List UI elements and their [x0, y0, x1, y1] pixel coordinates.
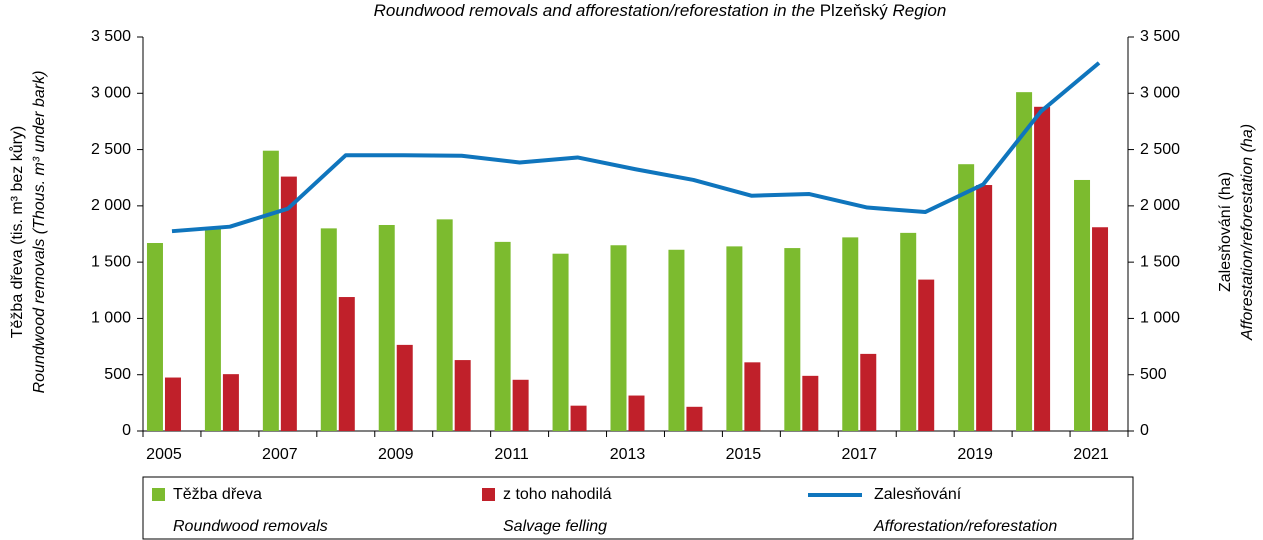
title-part: Region: [892, 1, 946, 20]
bar: [1092, 227, 1109, 431]
bar: [494, 241, 511, 431]
bar: [900, 232, 917, 431]
y-tick-label: 2 500: [91, 141, 131, 158]
legend-label: Salvage felling: [503, 518, 607, 535]
x-tick-label: 2015: [726, 446, 762, 463]
x-tick-label: 2005: [146, 446, 182, 463]
y2-axis-label: Afforestation/reforestation (ha): [1239, 124, 1256, 341]
bar: [570, 405, 587, 431]
y2-axis-label: Zalesňování (ha): [1217, 172, 1234, 292]
bar: [918, 279, 935, 431]
bar: [1034, 106, 1051, 432]
bar: [454, 360, 471, 431]
y2-tick-label: 2 000: [1140, 197, 1180, 214]
x-tick-label: 2011: [494, 446, 529, 463]
bar: [668, 249, 685, 431]
bar: [744, 362, 761, 431]
y2-tick-label: 500: [1140, 366, 1167, 383]
legend-swatch: [482, 488, 495, 501]
bar: [726, 246, 743, 431]
bar: [860, 353, 877, 431]
bar: [1074, 179, 1091, 431]
bar: [378, 224, 395, 431]
y2-tick-label: 1 500: [1140, 253, 1180, 270]
bar: [396, 344, 413, 431]
bar: [802, 375, 819, 431]
bar: [204, 228, 221, 431]
bar: [320, 228, 337, 431]
title-part: Plzeňský: [820, 1, 889, 20]
chart-title: Roundwood removals and afforestation/ref…: [374, 1, 947, 20]
x-tick-label: 2007: [262, 446, 298, 463]
legend-label: Afforestation/reforestation: [873, 518, 1057, 535]
bar: [262, 150, 279, 431]
bar: [610, 245, 627, 431]
y-tick-label: 3 000: [91, 85, 131, 102]
bar: [436, 219, 453, 431]
legend-box: [142, 476, 1134, 540]
bar: [628, 395, 645, 431]
x-tick-label: 2013: [610, 446, 646, 463]
y-axis-label: Roundwood removals (Thous. m³ under bark…: [31, 71, 48, 394]
y-tick-label: 1 000: [91, 310, 131, 327]
bar: [784, 248, 801, 431]
bar: [280, 176, 297, 431]
y2-tick-label: 1 000: [1140, 310, 1180, 327]
y2-tick-label: 3 000: [1140, 85, 1180, 102]
x-tick-label: 2019: [957, 446, 993, 463]
legend-swatch: [152, 488, 165, 501]
y2-tick-label: 2 500: [1140, 141, 1180, 158]
bar: [958, 164, 975, 431]
legend-label: Těžba dřeva: [173, 486, 262, 503]
x-tick-label: 2009: [378, 446, 414, 463]
bar: [842, 237, 859, 431]
bar: [976, 185, 993, 431]
x-tick-label: 2021: [1073, 446, 1109, 463]
bar: [164, 377, 181, 431]
legend-label: z toho nahodilá: [503, 486, 612, 503]
y-tick-label: 500: [104, 366, 131, 383]
legend-label: Roundwood removals: [173, 518, 328, 535]
bar: [552, 253, 569, 431]
legend-label: Zalesňování: [874, 486, 962, 503]
bar: [222, 374, 239, 431]
x-tick-label: 2017: [841, 446, 877, 463]
y-tick-label: 3 500: [91, 28, 131, 45]
y-tick-label: 2 000: [91, 197, 131, 214]
line: [171, 61, 1101, 234]
bar: [338, 297, 355, 431]
y-axis-label: Těžba dřeva (tis. m³ bez kůry): [8, 126, 26, 339]
bar: [686, 406, 703, 431]
y-tick-label: 0: [122, 422, 131, 439]
bar: [1016, 92, 1033, 431]
title-part: Roundwood removals and afforestation/ref…: [374, 1, 815, 20]
y-tick-label: 1 500: [91, 253, 131, 270]
y2-tick-label: 3 500: [1140, 28, 1180, 45]
bar: [512, 379, 529, 431]
bar: [146, 243, 163, 431]
y2-tick-label: 0: [1140, 422, 1149, 439]
